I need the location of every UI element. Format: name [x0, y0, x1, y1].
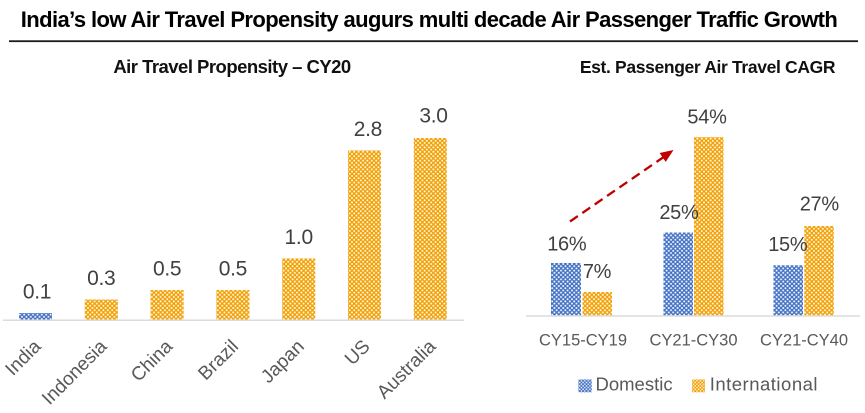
svg-text:0.1: 0.1 [23, 280, 51, 303]
svg-text:Domestic: Domestic [596, 374, 673, 395]
svg-text:0.5: 0.5 [219, 258, 247, 281]
svg-text:15%: 15% [768, 234, 808, 256]
svg-text:India’s low Air Travel Propens: India’s low Air Travel Propensity augurs… [21, 7, 838, 32]
svg-text:China: China [127, 336, 177, 386]
svg-text:0.3: 0.3 [87, 267, 115, 290]
svg-text:54%: 54% [687, 106, 727, 128]
svg-text:7%: 7% [583, 261, 612, 283]
svg-text:Australia: Australia [373, 336, 440, 403]
svg-text:27%: 27% [800, 194, 840, 216]
svg-text:Indonesia: Indonesia [38, 336, 111, 409]
svg-text:Japan: Japan [257, 336, 308, 387]
svg-text:2.8: 2.8 [354, 118, 382, 141]
svg-text:3.0: 3.0 [419, 105, 447, 128]
svg-text:25%: 25% [659, 202, 699, 224]
svg-text:CY21-CY30: CY21-CY30 [649, 332, 737, 350]
svg-text:1.0: 1.0 [285, 226, 313, 249]
svg-text:International: International [710, 374, 818, 395]
svg-text:CY21-CY40: CY21-CY40 [760, 332, 848, 350]
svg-text:India: India [2, 336, 46, 380]
svg-text:CY15-CY19: CY15-CY19 [539, 332, 627, 350]
svg-text:0.5: 0.5 [153, 258, 181, 281]
svg-text:16%: 16% [547, 234, 587, 256]
svg-text:Air Travel Propensity – CY20: Air Travel Propensity – CY20 [113, 56, 351, 77]
svg-text:US: US [341, 336, 375, 370]
svg-text:Brazil: Brazil [194, 336, 242, 384]
svg-text:Est. Passenger Air Travel CAGR: Est. Passenger Air Travel CAGR [580, 57, 836, 77]
